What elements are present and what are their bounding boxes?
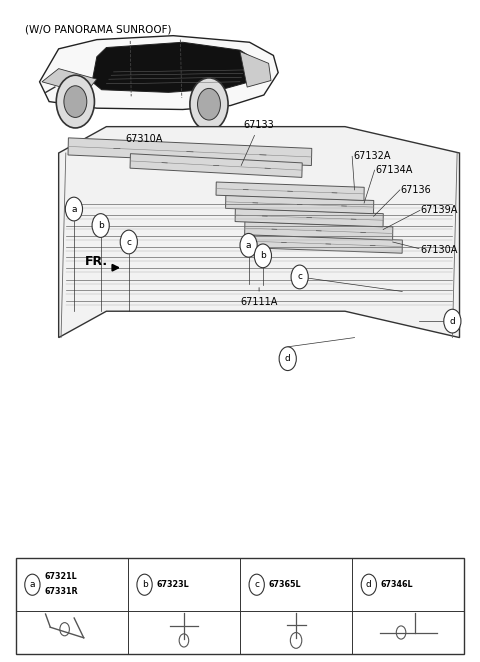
Text: 67133: 67133 xyxy=(241,120,275,166)
Text: c: c xyxy=(297,273,302,281)
Polygon shape xyxy=(226,195,374,214)
Text: 67346L: 67346L xyxy=(381,580,413,589)
Text: 67136: 67136 xyxy=(401,185,432,195)
Text: (W/O PANORAMA SUNROOF): (W/O PANORAMA SUNROOF) xyxy=(25,24,172,34)
Text: b: b xyxy=(260,252,266,260)
Polygon shape xyxy=(42,69,97,94)
Polygon shape xyxy=(245,222,393,240)
Circle shape xyxy=(249,574,264,595)
Circle shape xyxy=(240,234,257,257)
Circle shape xyxy=(291,265,308,289)
Text: b: b xyxy=(142,580,147,589)
Circle shape xyxy=(92,214,109,238)
Circle shape xyxy=(254,244,272,267)
Circle shape xyxy=(25,574,40,595)
Polygon shape xyxy=(39,36,278,109)
Text: 67365L: 67365L xyxy=(269,580,301,589)
Circle shape xyxy=(65,197,83,221)
Text: 67321L: 67321L xyxy=(44,573,77,581)
Polygon shape xyxy=(240,52,271,87)
Text: d: d xyxy=(366,580,372,589)
Text: b: b xyxy=(98,221,104,230)
Text: 67323L: 67323L xyxy=(156,580,189,589)
Text: FR.: FR. xyxy=(85,255,108,268)
Bar xyxy=(16,559,464,654)
Text: 67331R: 67331R xyxy=(44,587,78,596)
Text: 67130A: 67130A xyxy=(420,245,457,255)
Polygon shape xyxy=(216,182,364,201)
Circle shape xyxy=(279,347,296,371)
Polygon shape xyxy=(92,42,259,93)
Text: c: c xyxy=(126,238,132,246)
Text: c: c xyxy=(254,580,259,589)
Text: 67139A: 67139A xyxy=(421,205,458,215)
Text: a: a xyxy=(246,241,252,250)
Text: a: a xyxy=(30,580,35,589)
Text: 67310A: 67310A xyxy=(126,134,163,144)
Text: a: a xyxy=(71,205,77,214)
Text: 67134A: 67134A xyxy=(375,165,413,175)
Text: d: d xyxy=(285,354,290,363)
Circle shape xyxy=(56,75,95,128)
Circle shape xyxy=(361,574,376,595)
Polygon shape xyxy=(254,235,402,253)
Text: 67111A: 67111A xyxy=(240,287,278,307)
Polygon shape xyxy=(68,138,312,166)
Circle shape xyxy=(120,230,137,254)
Circle shape xyxy=(444,309,461,333)
Circle shape xyxy=(64,86,87,117)
Polygon shape xyxy=(130,154,302,177)
Circle shape xyxy=(137,574,152,595)
Circle shape xyxy=(190,78,228,130)
Polygon shape xyxy=(59,126,459,338)
Polygon shape xyxy=(235,209,384,227)
Text: d: d xyxy=(449,316,455,326)
Circle shape xyxy=(198,89,220,120)
Text: 67132A: 67132A xyxy=(353,152,391,162)
